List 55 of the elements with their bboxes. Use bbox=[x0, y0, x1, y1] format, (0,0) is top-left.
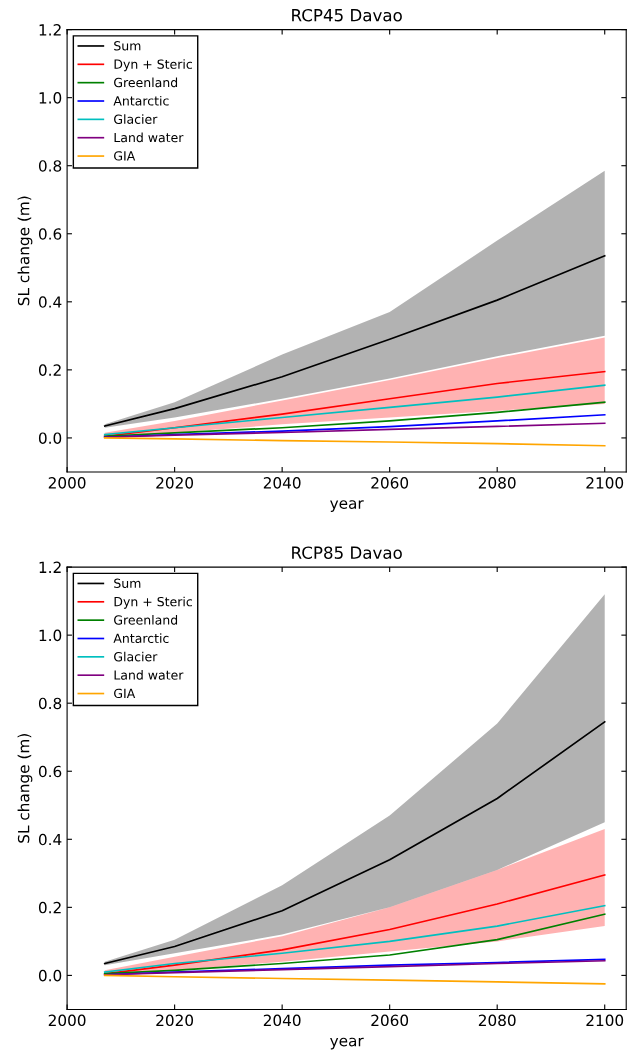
legend-label: Antarctic bbox=[113, 95, 169, 106]
legend-label: Greenland bbox=[114, 77, 178, 88]
chart-title: RCP85 Davao bbox=[292, 546, 402, 559]
legend-label: Land water bbox=[114, 670, 184, 680]
y-axis-title: SL change (m) bbox=[17, 734, 33, 843]
x-tick-label: 2020 bbox=[156, 1014, 194, 1027]
y-tick-label: 0.8 bbox=[38, 160, 62, 172]
y-tick-label: 0.0 bbox=[38, 432, 62, 444]
y-axis-title: SL change (m) bbox=[17, 196, 33, 306]
x-tick-label: 2100 bbox=[586, 1014, 624, 1027]
legend-label: Greenland bbox=[114, 615, 178, 625]
legend-label: GIA bbox=[114, 151, 136, 161]
x-tick-label: 2000 bbox=[48, 477, 86, 489]
x-tick-label: 2060 bbox=[371, 477, 409, 489]
x-axis-title: year bbox=[330, 1037, 364, 1050]
line-series bbox=[103, 255, 606, 427]
y-tick-label: 1.2 bbox=[39, 24, 61, 36]
x-tick-label: 2000 bbox=[48, 1014, 86, 1027]
legend-label: Antarctic bbox=[113, 633, 169, 644]
y-tick-label: 0.4 bbox=[38, 833, 62, 846]
legend-label: Dyn + Steric bbox=[114, 596, 192, 609]
legend-label: Sum bbox=[114, 578, 141, 589]
x-tick-label: 2080 bbox=[478, 477, 516, 489]
x-tick-label: 2040 bbox=[263, 1014, 301, 1027]
x-tick-label: 2080 bbox=[478, 1014, 516, 1027]
x-tick-label: 2100 bbox=[586, 477, 624, 489]
line-series bbox=[103, 904, 606, 973]
y-tick-label: 0.4 bbox=[38, 296, 62, 308]
x-axis-title: year bbox=[330, 500, 364, 512]
line-series bbox=[103, 913, 606, 975]
legend-label: Glacier bbox=[114, 651, 158, 662]
y-tick-label: 1.0 bbox=[39, 92, 62, 104]
line-series bbox=[103, 974, 606, 985]
line-series bbox=[103, 401, 606, 438]
y-tick-label: 1.2 bbox=[39, 561, 61, 573]
chart-title: RCP45 Davao bbox=[292, 8, 402, 22]
legend-label: Glacier bbox=[114, 114, 158, 124]
line-series bbox=[103, 384, 606, 436]
legend-label: GIA bbox=[114, 688, 136, 699]
legend-label: Dyn + Steric bbox=[114, 59, 192, 72]
line-series bbox=[103, 437, 606, 447]
y-tick-label: 0.2 bbox=[38, 901, 61, 914]
x-tick-label: 2060 bbox=[371, 1014, 409, 1027]
y-tick-label: 0.2 bbox=[38, 364, 61, 376]
line-series bbox=[103, 721, 606, 965]
legend-label: Sum bbox=[114, 41, 141, 51]
x-tick-label: 2020 bbox=[156, 477, 194, 489]
y-tick-label: 0.6 bbox=[38, 228, 62, 240]
y-tick-label: 0.6 bbox=[38, 765, 62, 778]
y-tick-label: 0.8 bbox=[38, 697, 62, 710]
x-tick-label: 2040 bbox=[263, 477, 301, 489]
line-series bbox=[103, 422, 606, 439]
legend-label: Land water bbox=[114, 132, 184, 143]
y-tick-label: 1.0 bbox=[39, 629, 62, 642]
y-tick-label: 0.0 bbox=[38, 969, 62, 982]
